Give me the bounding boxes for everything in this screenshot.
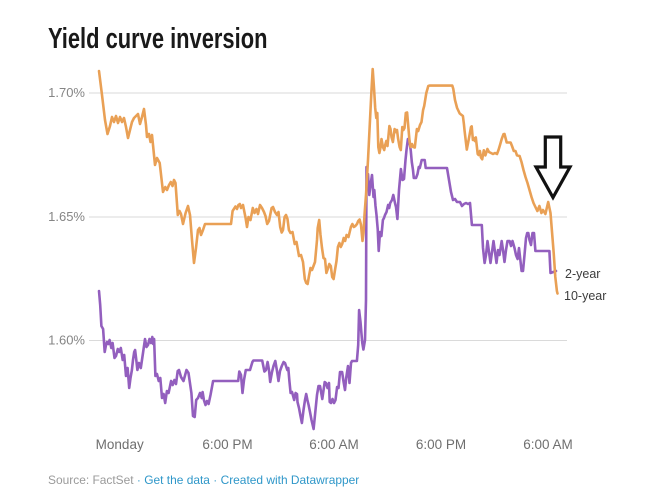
svg-text:6:00 AM: 6:00 AM [309, 437, 359, 452]
svg-text:6:00 PM: 6:00 PM [416, 437, 466, 452]
svg-text:1.65%: 1.65% [48, 209, 85, 224]
svg-text:10-year: 10-year [564, 289, 606, 303]
svg-text:2-year: 2-year [565, 267, 600, 281]
svg-text:6:00 AM: 6:00 AM [523, 437, 573, 452]
svg-text:Monday: Monday [96, 437, 144, 452]
svg-text:1.70%: 1.70% [48, 85, 85, 100]
svg-text:1.60%: 1.60% [48, 333, 85, 348]
svg-text:6:00 PM: 6:00 PM [202, 437, 252, 452]
